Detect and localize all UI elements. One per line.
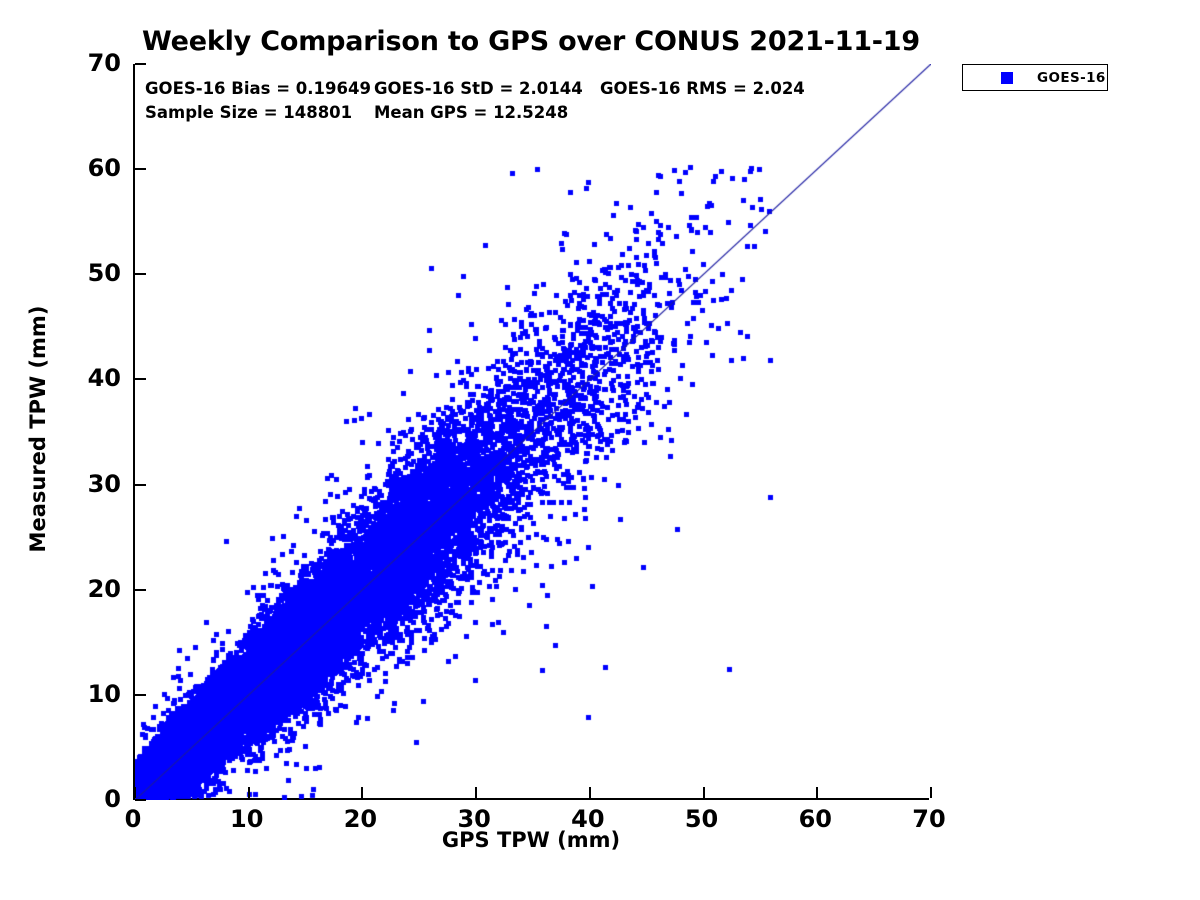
- x-tick-label: 40: [571, 805, 605, 833]
- x-tick-mark: [361, 787, 364, 798]
- legend-swatch-icon: [1001, 71, 1013, 84]
- y-tick-mark: [135, 483, 146, 486]
- x-tick-mark: [816, 787, 819, 798]
- stat-std: GOES-16 StD = 2.0144: [374, 79, 583, 98]
- y-axis-label: Measured TPW (mm): [26, 305, 50, 553]
- x-axis-label: GPS TPW (mm): [441, 828, 621, 852]
- y-tick-mark: [135, 168, 146, 171]
- stat-bias: GOES-16 Bias = 0.19649: [145, 79, 371, 98]
- y-tick-label: 20: [87, 574, 121, 603]
- x-tick-label: 70: [912, 805, 946, 833]
- stat-mean-gps: Mean GPS = 12.5248: [374, 103, 569, 122]
- y-tick-label: 50: [87, 259, 121, 288]
- legend: GOES-16: [962, 64, 1108, 91]
- y-tick-label: 10: [87, 679, 121, 708]
- x-tick-mark: [247, 787, 250, 798]
- y-tick-mark: [135, 273, 146, 276]
- y-tick-label: 30: [87, 469, 121, 498]
- x-tick-label: 20: [343, 805, 378, 833]
- x-tick-mark: [134, 787, 136, 798]
- x-tick-mark: [475, 787, 478, 798]
- x-tick-mark: [702, 787, 705, 798]
- y-tick-label: 60: [87, 154, 121, 183]
- x-tick-label: 10: [230, 805, 264, 833]
- x-tick-mark: [588, 787, 591, 798]
- x-tick-label: 60: [798, 805, 832, 833]
- page-title: Weekly Comparison to GPS over CONUS 2021…: [142, 26, 920, 57]
- x-tick-mark: [930, 787, 932, 798]
- y-tick-mark: [135, 588, 146, 591]
- legend-label: GOES-16: [1037, 69, 1106, 86]
- y-tick-mark: [135, 63, 146, 65]
- x-tick-label: 50: [684, 805, 719, 833]
- y-tick-label: 40: [87, 364, 121, 393]
- y-tick-mark: [135, 799, 146, 801]
- y-tick-label: 70: [87, 49, 121, 77]
- y-tick-mark: [135, 693, 146, 696]
- x-tick-label: 30: [457, 805, 491, 833]
- y-tick-label: 0: [104, 785, 121, 813]
- stat-rms: GOES-16 RMS = 2.024: [600, 79, 805, 98]
- y-tick-mark: [135, 378, 146, 381]
- scatter-canvas: [135, 64, 931, 800]
- plot-area: [133, 63, 932, 801]
- x-tick-label: 0: [124, 805, 142, 833]
- stat-sample-size: Sample Size = 148801: [145, 103, 353, 122]
